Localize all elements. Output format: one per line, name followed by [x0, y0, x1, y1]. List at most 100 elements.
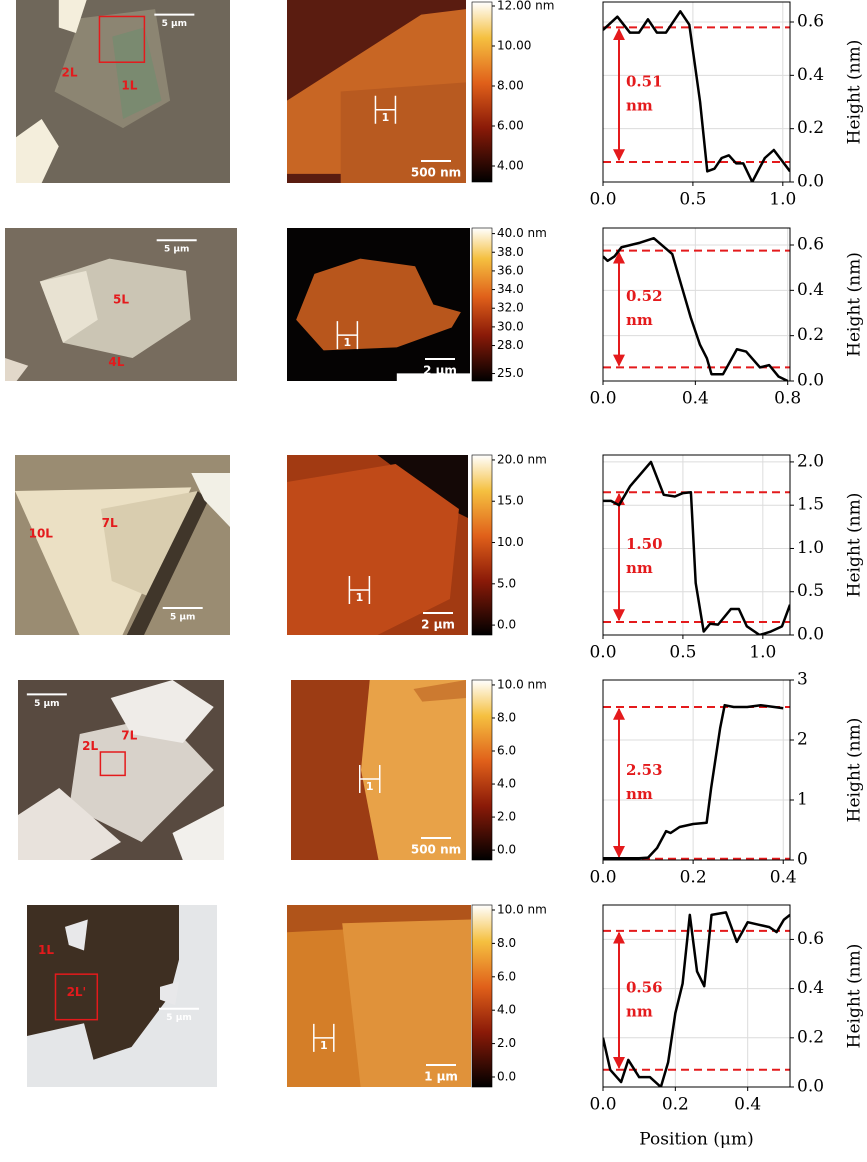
scale-bar-label: 5 μm	[166, 1013, 191, 1023]
colorbar	[472, 2, 492, 182]
x-tick-label: 0.0	[589, 643, 616, 663]
x-tick-label: 0.2	[662, 1095, 689, 1115]
colorbar-tick-label: 2.0	[497, 810, 516, 824]
layer-label: 7L	[121, 728, 137, 742]
layer-label: 1L	[121, 79, 137, 93]
y-axis-label: Height (nm)	[845, 493, 865, 598]
colorbar-tick-label: 25.0	[497, 366, 524, 380]
colorbar-tick-label: 0.0	[497, 1069, 516, 1083]
colorbar-tick-label: 4.0	[497, 777, 516, 791]
layer-label: 5L	[113, 292, 129, 306]
y-tick-label: 0	[797, 850, 808, 870]
y-tick-label: 0.2	[797, 325, 824, 345]
x-tick-label: 0.0	[589, 1095, 616, 1115]
scale-bar-label: 1 μm	[424, 1070, 458, 1084]
layer-label: 1L	[38, 943, 54, 957]
y-tick-label: 0.4	[797, 280, 824, 300]
profile-label: 1	[320, 1039, 328, 1052]
colorbar-tick-label: 5.0	[497, 576, 516, 590]
step-annotation: 1.50	[626, 535, 663, 553]
x-tick-label: 0.4	[682, 389, 709, 409]
colorbar-tick-label: 34.0	[497, 282, 524, 296]
layer-label: 2L'	[67, 985, 87, 999]
colorbar	[472, 680, 492, 860]
y-axis-label: Height (nm)	[845, 252, 865, 357]
y-tick-label: 0.0	[797, 371, 824, 391]
layer-label: 10L	[29, 527, 54, 541]
axes-frame	[603, 2, 790, 182]
y-tick-label: 2.0	[797, 451, 824, 471]
step-annotation: 0.51	[626, 73, 663, 91]
profile-label: 1	[344, 336, 352, 349]
colorbar-tick-label: 10.00	[497, 39, 531, 53]
scale-bar-label: 500 nm	[411, 843, 461, 857]
layer-label: 4L	[108, 355, 124, 369]
colorbar-tick-label: 38.0	[497, 245, 524, 259]
colorbar-tick-label: 8.0	[497, 710, 516, 724]
colorbar-tick-label: 0.0	[497, 618, 516, 632]
afm-region	[342, 920, 471, 1087]
y-tick-label: 0.6	[797, 929, 824, 949]
y-tick-label: 1.5	[797, 495, 824, 515]
y-axis-label: Height (nm)	[845, 40, 865, 145]
x-tick-label: 0.2	[680, 868, 707, 888]
profile-label: 1	[382, 111, 390, 124]
scale-bar-label: 5 μm	[162, 19, 187, 29]
layer-label: 2L	[82, 739, 98, 753]
y-tick-label: 0.0	[797, 1077, 824, 1097]
y-tick-label: 2	[797, 730, 808, 750]
colorbar-tick-label: 8.0	[497, 936, 516, 950]
x-tick-label: 0.5	[679, 190, 706, 210]
x-tick-label: 0.4	[734, 1095, 761, 1115]
profile-curve	[603, 912, 790, 1087]
colorbar-tick-label: 32.0	[497, 301, 524, 315]
colorbar-tick-label: 15.0	[497, 494, 524, 508]
profile-label: 1	[356, 591, 364, 604]
y-tick-label: 0.6	[797, 12, 824, 32]
step-annotation: nm	[626, 559, 653, 577]
colorbar-tick-label: 8.00	[497, 79, 524, 93]
y-tick-label: 0.2	[797, 1027, 824, 1047]
step-annotation: nm	[626, 1002, 653, 1020]
y-tick-label: 0.4	[797, 65, 824, 85]
y-tick-label: 1	[797, 790, 808, 810]
y-tick-label: 0.0	[797, 625, 824, 645]
x-tick-label: 0.5	[669, 643, 696, 663]
colorbar-tick-label: 40.0 nm	[497, 226, 547, 240]
y-tick-label: 0.5	[797, 581, 824, 601]
x-axis-label: Position (μm)	[639, 1130, 753, 1150]
colorbar-tick-label: 10.0 nm	[497, 677, 547, 691]
scale-bar-label: 500 nm	[411, 166, 461, 180]
step-annotation: 0.52	[626, 287, 663, 305]
step-annotation: nm	[626, 97, 653, 115]
colorbar-tick-label: 6.00	[497, 119, 524, 133]
y-tick-label: 1.0	[797, 538, 824, 558]
colorbar	[472, 905, 492, 1087]
colorbar-tick-label: 20.0 nm	[497, 452, 547, 466]
y-tick-label: 0.4	[797, 978, 824, 998]
y-tick-label: 3	[797, 670, 808, 690]
colorbar-tick-label: 6.0	[497, 744, 516, 758]
x-tick-label: 0.0	[589, 389, 616, 409]
colorbar-tick-label: 28.0	[497, 338, 524, 352]
step-annotation: 0.56	[626, 978, 663, 996]
y-tick-label: 0.6	[797, 235, 824, 255]
figure: 2L1L5 μm1500 nm12.00 nm10.008.006.004.00…	[0, 0, 867, 1162]
colorbar-tick-label: 0.0	[497, 843, 516, 857]
colorbar-tick-label: 2.0	[497, 1036, 516, 1050]
scale-bar-label: 2 μm	[421, 618, 455, 632]
colorbar-tick-label: 6.0	[497, 969, 516, 983]
colorbar-tick-label: 36.0	[497, 263, 524, 277]
y-axis-label: Height (nm)	[845, 944, 865, 1049]
x-tick-label: 0.4	[770, 868, 797, 888]
colorbar-tick-label: 4.00	[497, 159, 524, 173]
x-tick-label: 1.0	[749, 643, 776, 663]
y-axis-label: Height (nm)	[845, 718, 865, 823]
colorbar	[472, 228, 492, 381]
scale-bar-label: 5 μm	[34, 699, 59, 709]
colorbar-tick-label: 30.0	[497, 319, 524, 333]
colorbar-tick-label: 10.0	[497, 535, 524, 549]
step-annotation: nm	[626, 785, 653, 803]
x-tick-label: 1.0	[769, 190, 796, 210]
colorbar-tick-label: 10.0 nm	[497, 903, 547, 917]
